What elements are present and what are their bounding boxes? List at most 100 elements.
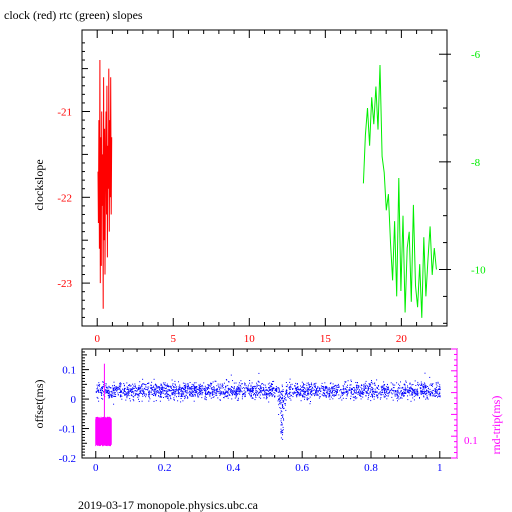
offset-point	[416, 391, 418, 393]
offset-point	[161, 387, 163, 389]
offset-point	[159, 386, 161, 388]
offset-point	[124, 394, 126, 395]
bottom-plot-frame	[81, 348, 458, 459]
offset-point	[376, 388, 378, 389]
offset-point	[160, 384, 162, 386]
offset-point	[411, 391, 413, 393]
offset-point	[366, 391, 368, 393]
offset-point	[204, 389, 206, 391]
offset-point	[400, 396, 402, 398]
offset-point	[295, 382, 297, 384]
offset-point	[243, 387, 245, 388]
offset-point	[184, 387, 186, 389]
offset-point	[409, 388, 411, 390]
offset-point	[267, 394, 269, 396]
offset-point	[245, 391, 247, 393]
offset-point	[216, 388, 218, 390]
offset-point	[125, 394, 127, 396]
offset-point	[264, 394, 266, 396]
top-x-tick-label: 15	[320, 333, 332, 345]
offset-point	[289, 389, 291, 390]
offset-point	[253, 394, 254, 396]
offset-point	[160, 393, 162, 395]
offset-point	[427, 386, 429, 387]
offset-point	[336, 394, 338, 396]
offset-point	[128, 384, 129, 386]
offset-point	[114, 395, 116, 397]
offset-point	[205, 397, 207, 399]
offset-point	[208, 388, 210, 390]
offset-point	[368, 395, 370, 397]
offset-point	[108, 385, 110, 387]
offset-point	[252, 387, 253, 389]
offset-point	[249, 389, 251, 391]
offset-point	[167, 389, 169, 391]
offset-point	[271, 386, 273, 388]
offset-point	[398, 387, 400, 389]
offset-point	[133, 385, 135, 387]
offset-point	[273, 380, 275, 382]
offset-point	[259, 388, 260, 390]
offset-point	[439, 389, 441, 391]
offset-point	[346, 394, 348, 396]
offset-point	[129, 400, 131, 402]
offset-point	[140, 389, 142, 391]
offset-point	[239, 393, 241, 395]
offset-point	[358, 385, 360, 387]
offset-point	[249, 388, 251, 390]
offset-point	[255, 389, 257, 391]
offset-point	[178, 395, 180, 397]
offset-point	[98, 382, 100, 384]
offset-point	[260, 389, 262, 391]
offset-point	[234, 397, 236, 399]
offset-point	[402, 388, 404, 390]
offset-point	[411, 389, 413, 391]
offset-point	[124, 395, 126, 396]
offset-point	[180, 393, 182, 395]
offset-point	[234, 394, 235, 396]
offset-point	[330, 396, 332, 398]
offset-point	[158, 392, 160, 394]
offset-point	[115, 396, 117, 397]
offset-point	[384, 390, 385, 392]
offset-point	[350, 391, 352, 393]
offset-point	[236, 391, 237, 393]
offset-point	[180, 395, 182, 397]
offset-point	[170, 387, 172, 389]
offset-point	[236, 392, 237, 394]
offset-point	[135, 387, 137, 389]
offset-point	[161, 391, 163, 392]
offset-point	[341, 391, 342, 393]
offset-point	[289, 398, 291, 399]
offset-point	[279, 401, 281, 402]
offset-point	[332, 389, 334, 391]
offset-point	[285, 385, 287, 387]
offset-point	[417, 395, 419, 397]
offset-point	[308, 388, 309, 390]
offset-point	[396, 391, 398, 393]
offset-point	[190, 393, 192, 394]
offset-point	[336, 391, 337, 393]
offset-point	[277, 387, 279, 389]
bottom-right-tick-label: 0.1	[464, 435, 478, 447]
offset-point	[334, 385, 336, 387]
offset-point	[138, 388, 140, 390]
offset-point	[355, 382, 357, 383]
offset-point	[186, 397, 188, 399]
offset-point	[200, 392, 201, 394]
offset-point	[297, 389, 299, 390]
offset-point	[187, 388, 189, 390]
offset-point	[237, 387, 239, 389]
offset-point	[365, 390, 367, 392]
offset-point	[309, 392, 311, 394]
offset-point	[357, 382, 358, 384]
offset-point	[411, 388, 413, 390]
offset-point	[385, 392, 387, 394]
offset-point	[227, 389, 229, 391]
offset-point	[419, 397, 420, 398]
offset-point	[372, 391, 374, 392]
offset-point	[321, 382, 323, 384]
offset-point	[381, 385, 383, 387]
offset-point	[215, 390, 217, 392]
offset-point	[236, 387, 238, 389]
